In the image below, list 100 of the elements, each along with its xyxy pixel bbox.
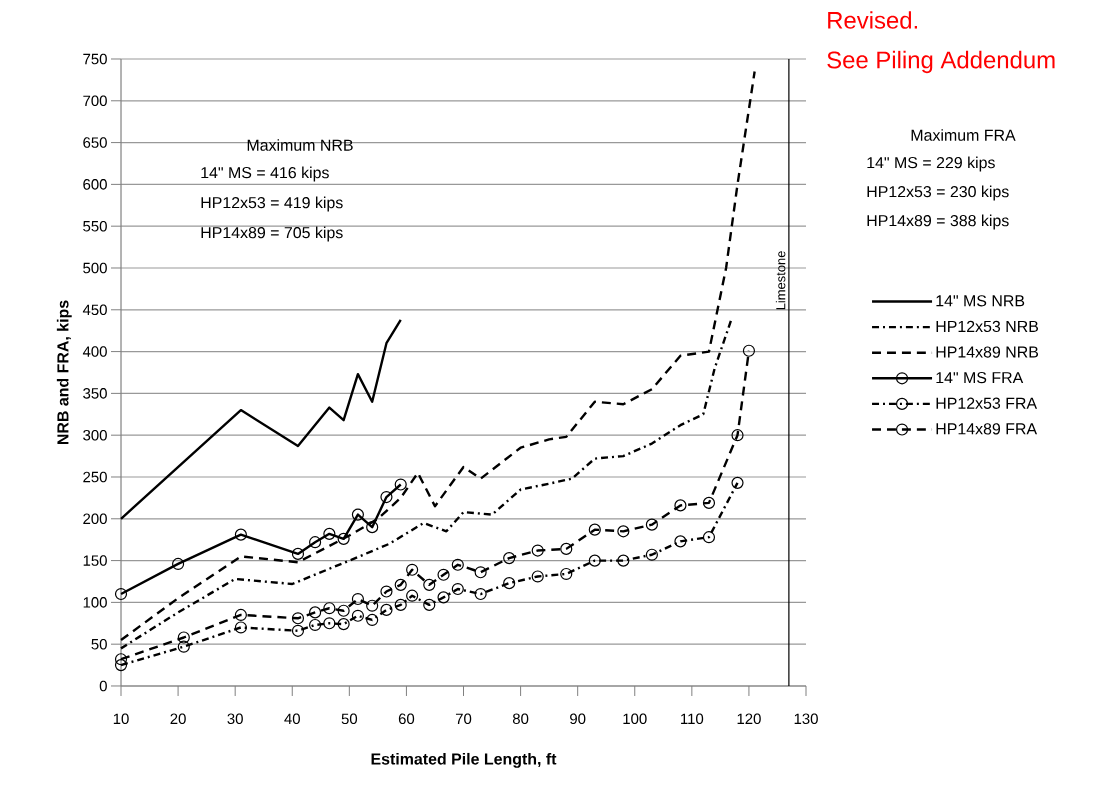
point (437, 591, 450, 604)
point (531, 544, 544, 557)
y-tick-label: 300 (83, 429, 107, 441)
legend-label: 14" MS FRA (936, 371, 1024, 384)
legend-label: HP12x53 NRB (936, 320, 1039, 333)
line-series (119, 70, 756, 642)
point (323, 617, 336, 630)
point (474, 587, 487, 601)
text: HP14x89 = 388 kips (867, 214, 1009, 230)
y-tick-label: 550 (83, 220, 107, 232)
point (394, 598, 407, 611)
point (114, 653, 128, 666)
x-tick-label: 130 (794, 713, 818, 725)
point (617, 525, 630, 538)
point (366, 521, 379, 534)
point (588, 554, 601, 567)
point (394, 478, 407, 491)
point (645, 548, 658, 561)
point (437, 568, 450, 581)
y-tick-label: 600 (83, 179, 107, 190)
point (351, 508, 364, 521)
line-series (119, 318, 402, 520)
point (323, 527, 336, 540)
point (366, 613, 379, 627)
point (366, 599, 379, 612)
x-tick-label: 120 (737, 713, 761, 725)
y-tick-label: 150 (83, 555, 107, 566)
point (351, 592, 364, 606)
point (234, 528, 247, 541)
y-tick-label: 100 (83, 597, 107, 608)
y-tick-label: 0 (99, 680, 107, 692)
point (114, 659, 128, 672)
y-tick-label: 400 (82, 346, 107, 357)
annotation: HP14x89 = 705 kips (201, 226, 343, 242)
annotation: Maximum NRB (247, 139, 353, 151)
y-tick-label: 500 (83, 262, 107, 274)
point (234, 608, 247, 622)
point (309, 536, 322, 549)
text: Maximum FRA (911, 129, 1016, 141)
legend-label: HP12x53 FRA (936, 397, 1038, 409)
point (394, 578, 407, 591)
x-tick-label: 20 (170, 713, 186, 725)
point (451, 558, 464, 571)
text: HP12x53 = 230 kips (867, 185, 1009, 201)
annotation: 14" MS = 416 kips (201, 166, 329, 182)
point (617, 554, 630, 567)
text: Revised. (828, 11, 918, 29)
point (351, 609, 364, 622)
x-tick-label: 40 (284, 713, 300, 725)
ref-line-label: Limestone (775, 251, 786, 310)
x-tick-label: 100 (623, 713, 647, 725)
x-tick-label: 10 (113, 713, 129, 725)
legend-label: HP14x89 NRB (936, 346, 1039, 358)
x-tick-label: 110 (681, 713, 704, 725)
point (702, 496, 716, 509)
y-tick-label: 250 (83, 471, 107, 483)
point (503, 577, 516, 590)
point (560, 542, 573, 555)
point (291, 612, 305, 625)
point (114, 587, 128, 601)
point (309, 606, 322, 619)
y-tick-label: 450 (82, 304, 107, 316)
x-tick-label: 70 (455, 713, 472, 725)
y-tick-label: 50 (91, 638, 107, 650)
y-tick-label: 350 (83, 388, 107, 399)
x-tick-label: 50 (341, 713, 358, 725)
point (337, 618, 350, 631)
x-tick-label: 60 (398, 713, 415, 725)
point (423, 578, 436, 591)
point (234, 621, 247, 634)
y-tick-label: 650 (83, 137, 107, 148)
point (380, 603, 393, 616)
point (323, 602, 336, 615)
point (731, 476, 744, 489)
point (423, 598, 436, 611)
point (380, 490, 393, 504)
y-tick-label: 750 (83, 53, 107, 65)
point (291, 547, 305, 560)
point (503, 552, 516, 565)
text: See Piling Addendum (827, 50, 1055, 74)
point (406, 563, 419, 576)
point (177, 631, 190, 644)
point (474, 566, 487, 579)
point (406, 589, 419, 602)
point (309, 618, 322, 632)
point (731, 429, 744, 442)
x-tick-label: 80 (512, 713, 529, 725)
point (291, 624, 305, 637)
legend-label: HP14x89 FRA (936, 423, 1038, 435)
point (337, 532, 350, 545)
point (337, 604, 350, 617)
point (531, 570, 544, 583)
annotation: HP12x53 = 419 kips (201, 196, 343, 212)
legend-label: 14" MS NRB (936, 295, 1025, 307)
point (172, 557, 185, 571)
point (451, 582, 464, 596)
y-tick-label: 200 (83, 513, 107, 525)
y-axis-title: NRB and FRA, kips (56, 300, 72, 445)
point (674, 499, 687, 512)
x-tick-label: 90 (570, 713, 586, 725)
